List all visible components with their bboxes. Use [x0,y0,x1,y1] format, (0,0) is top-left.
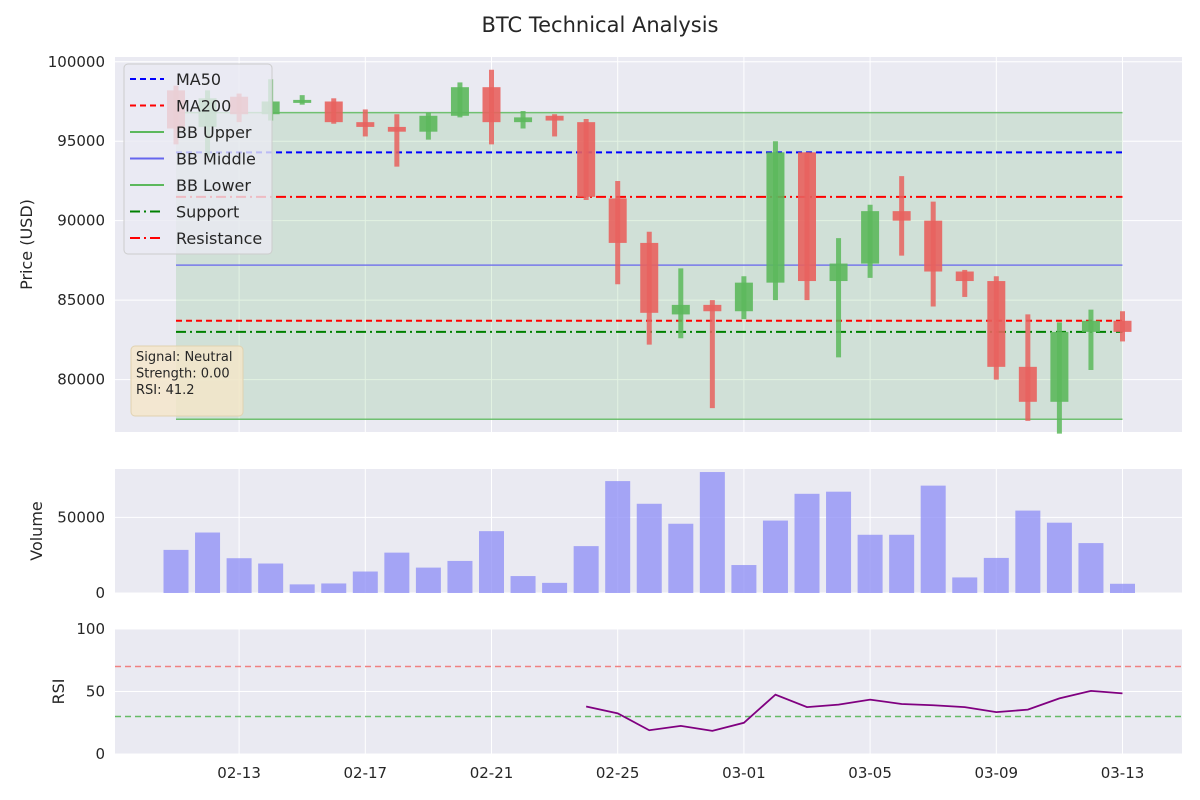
panel-0-y-tick-label: 90000 [57,212,105,230]
volume-bar [1110,583,1135,593]
legend-box [123,63,273,255]
candle-body [1050,331,1069,402]
volume-bar [447,560,473,593]
x-tick-label: 02-17 [344,764,388,782]
candle-body [829,263,848,282]
volume-bar [226,558,252,593]
candle-body [1018,366,1037,402]
legend-label: BB Middle [176,150,256,169]
candle-body [324,101,343,123]
panel-2-y-tick-label: 100 [76,620,105,638]
legend-label: MA200 [176,97,231,116]
volume-bar [668,523,694,593]
candle-body [608,198,627,243]
panel-0-y-axis-label: Price (USD) [17,199,36,290]
panel-1-y-axis-label: Volume [27,501,46,561]
legend-label: BB Lower [176,176,251,195]
signal-annotation-line: Strength: 0.00 [136,367,230,382]
volume-bar [1046,522,1072,593]
x-tick-label: 03-13 [1101,764,1145,782]
panel-0-y-tick-label: 80000 [57,371,105,389]
panel-2-y-tick-label: 50 [86,683,105,701]
volume-bar [479,531,504,593]
candle-body [1113,320,1132,332]
rsi-line [585,689,1123,732]
candle-body [482,87,501,123]
volume-bar [794,493,820,593]
candle-body [861,211,880,264]
panel-2-y-tick-label: 0 [95,745,105,763]
volume-bar [605,481,631,593]
volume-bar [1078,543,1104,593]
candle-body [987,281,1006,367]
candle-body [766,152,785,283]
panel-0-y-tick-label: 85000 [57,291,105,309]
candle-body [419,115,438,132]
volume-bar [857,534,883,593]
x-tick-label: 02-21 [470,764,514,782]
candle-body [387,126,406,132]
x-tick-label: 03-05 [848,764,892,782]
volume-bar [762,520,788,593]
candle-body [798,152,816,282]
candle-body [514,117,533,123]
candle-body [545,115,564,121]
volume-bar [573,546,599,593]
candle-body [671,304,690,315]
chart-title: BTC Technical Analysis [482,13,719,37]
volume-bar [889,534,915,593]
legend: MA50 MA200 BB Upper BB Middle BB Lower Suppor… [123,63,273,255]
panel-2-y-axis-label: RSI [49,679,68,705]
volume-bar [952,577,978,593]
x-tick-label: 02-13 [217,764,261,782]
candle-body [924,220,943,272]
panel-1-y-tick-label: 0 [95,584,105,602]
volume-bar [352,571,378,593]
candle-body [293,99,312,103]
signal-annotation-line: RSI: 41.2 [136,383,195,398]
volume-bar [510,576,536,593]
candle-body [1081,320,1100,332]
volume-bar [1015,510,1041,593]
volume-bar [195,532,221,593]
volume-bar [699,472,725,593]
candle-body [450,87,469,116]
signal-annotation-box [130,345,244,417]
candle-body [892,211,911,221]
x-tick-label: 03-01 [722,764,766,782]
panel-1-y-tick-label: 50000 [57,508,105,526]
x-tick-label: 03-09 [975,764,1019,782]
candle-body [356,122,375,127]
volume-bar [731,565,757,593]
legend-label: MA50 [176,70,221,89]
candle-body [640,242,659,313]
panel-0-y-tick-label: 95000 [57,132,105,150]
volume-bar [289,584,315,593]
candle-body [734,282,753,312]
signal-annotation-line: Signal: Neutral [136,350,232,365]
volume-bar [415,567,441,593]
volume-bar [636,503,662,593]
volume-bar [542,582,568,593]
candle-body [703,304,722,312]
volume-bar [163,549,189,593]
volume-bar [920,485,946,593]
x-tick-label: 02-25 [596,764,640,782]
volume-bar [983,557,1009,593]
candle-body [577,122,596,197]
candle-body [955,271,974,282]
volume-bar [258,563,284,593]
panel-0-y-tick-label: 100000 [48,53,105,71]
legend-label: BB Upper [176,123,252,142]
volume-bar [384,552,410,593]
volume-bar [826,491,852,593]
legend-label: Support [176,203,239,222]
volume-bar [321,583,347,593]
legend-label: Resistance [176,229,262,248]
